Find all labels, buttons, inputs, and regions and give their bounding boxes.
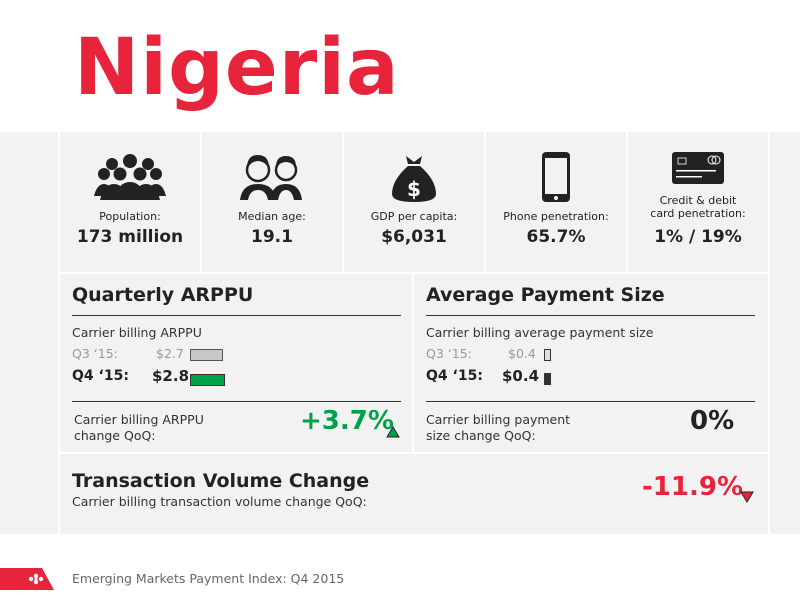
change-value: -11.9% bbox=[642, 472, 743, 502]
q3-label: Q3 ‘15: bbox=[72, 346, 118, 361]
stats-row: Population: 173 million bbox=[60, 132, 770, 272]
stat-label-line: card penetration: bbox=[650, 207, 746, 220]
footer-text: Emerging Markets Payment Index: Q4 2015 bbox=[72, 571, 345, 586]
divider bbox=[626, 132, 628, 272]
change-label-line: size change QoQ: bbox=[426, 428, 536, 443]
section-rule bbox=[426, 401, 755, 402]
stat-value: 1% / 19% bbox=[654, 227, 742, 247]
stat-label-line: Credit & debit bbox=[659, 194, 737, 207]
section-subtitle: Carrier billing transaction volume chang… bbox=[72, 494, 367, 509]
svg-text:$: $ bbox=[407, 177, 421, 201]
divider bbox=[200, 132, 202, 272]
change-label-line: change QoQ: bbox=[74, 428, 156, 443]
change-label: Carrier billing ARPPU change QoQ: bbox=[74, 412, 204, 444]
brand-logo bbox=[0, 568, 54, 594]
section-rule bbox=[426, 315, 755, 316]
q3-value: $0.4 bbox=[508, 346, 536, 361]
q4-value: $0.4 bbox=[502, 367, 540, 385]
q4-value: $2.8 bbox=[152, 367, 190, 385]
divider bbox=[58, 132, 60, 534]
divider bbox=[484, 132, 486, 272]
stat-label: Phone penetration: bbox=[503, 210, 609, 223]
stat-label: Population: bbox=[99, 210, 161, 223]
page-title: Nigeria bbox=[74, 23, 400, 113]
change-value: 0% bbox=[690, 406, 735, 436]
down-triangle-icon bbox=[740, 488, 754, 507]
q3-value: $2.7 bbox=[156, 346, 184, 361]
stat-label: Credit & debit card penetration: bbox=[628, 194, 768, 220]
q4-label: Q4 ‘15: bbox=[426, 368, 483, 384]
divider bbox=[342, 132, 344, 272]
change-label-line: Carrier billing ARPPU bbox=[74, 412, 204, 427]
stat-population: Population: 173 million bbox=[60, 132, 200, 272]
q3-label: Q3 ‘15: bbox=[426, 346, 472, 361]
divider bbox=[60, 452, 770, 454]
stat-card-penetration: Credit & debit card penetration: 1% / 19… bbox=[628, 132, 768, 272]
change-label: Carrier billing payment size change QoQ: bbox=[426, 412, 570, 444]
q4-bar bbox=[190, 374, 225, 386]
section-subtitle: Carrier billing average payment size bbox=[426, 325, 654, 340]
section-subtitle: Carrier billing ARPPU bbox=[72, 325, 202, 340]
stat-value: 65.7% bbox=[526, 227, 586, 247]
divider bbox=[412, 274, 414, 452]
credit-card-icon bbox=[628, 150, 768, 202]
divider bbox=[768, 132, 770, 534]
crowd-icon bbox=[60, 152, 200, 204]
q4-bar bbox=[544, 373, 551, 385]
q3-bar bbox=[190, 349, 223, 361]
change-value: +3.7% bbox=[300, 406, 394, 436]
change-label-line: Carrier billing payment bbox=[426, 412, 571, 427]
stat-label: Median age: bbox=[238, 210, 306, 223]
stat-label: GDP per capita: bbox=[370, 210, 458, 223]
stat-gdp: $ GDP per capita: $6,031 bbox=[344, 132, 484, 272]
money-bag-icon: $ bbox=[344, 152, 484, 204]
section-rule bbox=[72, 315, 401, 316]
q4-label: Q4 ‘15: bbox=[72, 368, 129, 384]
section-title: Average Payment Size bbox=[426, 284, 665, 306]
stat-phone: Phone penetration: 65.7% bbox=[486, 132, 626, 272]
section-title: Transaction Volume Change bbox=[72, 470, 370, 492]
smartphone-icon bbox=[486, 152, 626, 204]
couple-icon bbox=[202, 152, 342, 204]
section-rule bbox=[72, 401, 401, 402]
up-triangle-icon bbox=[386, 423, 400, 442]
divider bbox=[60, 272, 770, 274]
stat-value: 173 million bbox=[76, 227, 184, 247]
q3-bar bbox=[544, 349, 551, 361]
section-title: Quarterly ARPPU bbox=[72, 284, 254, 306]
stat-value: 19.1 bbox=[251, 227, 293, 247]
stat-median-age: Median age: 19.1 bbox=[202, 132, 342, 272]
stat-value: $6,031 bbox=[381, 227, 447, 247]
